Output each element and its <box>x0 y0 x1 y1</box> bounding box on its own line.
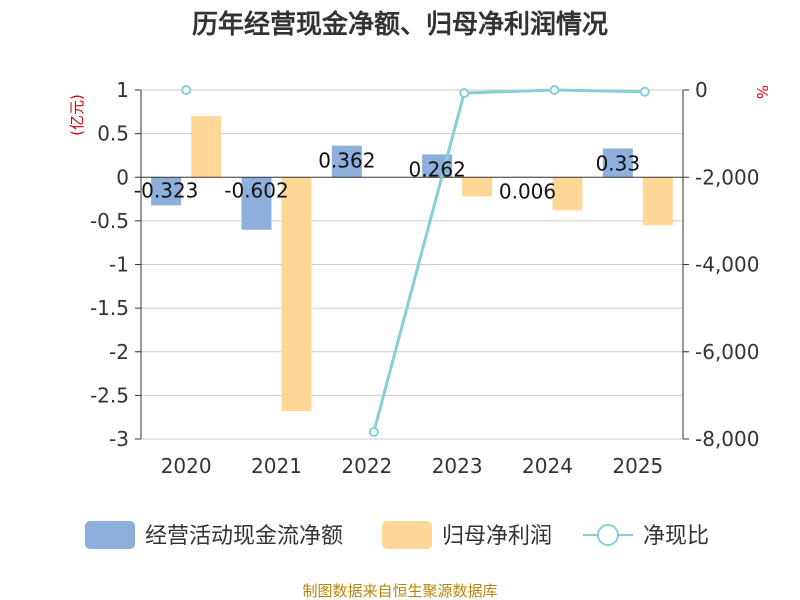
left-axis-unit: (亿元) <box>68 94 86 136</box>
ratio-point-2023 <box>459 88 470 99</box>
x-tick-label-2023: 2023 <box>432 454 483 478</box>
ratio-point-2025 <box>639 86 650 97</box>
gridlines <box>141 89 683 440</box>
ratio-line <box>372 88 645 433</box>
data-label-cashflow-2023: 0.262 <box>409 157 466 181</box>
legend-swatch-profit <box>382 521 432 549</box>
bar-cashflow-2025 <box>602 148 633 178</box>
left-tick-label-8: -3 <box>109 427 129 451</box>
ratio-point-2024 <box>549 85 560 95</box>
source-note: 制图数据来自恒生聚源数据库 <box>302 582 497 600</box>
data-label-cashflow-2020: -0.323 <box>134 178 198 202</box>
data-label-cashflow-2024: 0.006 <box>499 180 556 204</box>
data-label-cashflow-2022: 0.362 <box>318 149 375 173</box>
data-label-cashflow-2021: -0.602 <box>224 178 288 202</box>
right-tick-label-4: -8,000 <box>695 427 759 451</box>
left-tick-label-4: -1 <box>109 253 129 277</box>
legend-swatch-cashflow <box>85 521 135 549</box>
bar-cashflow-2020 <box>151 177 182 206</box>
legend-label-ratio: 净现比 <box>643 524 709 549</box>
bar-profit-2024 <box>552 177 583 211</box>
bar-profit-2020 <box>191 116 222 178</box>
bar-profit-2023 <box>462 177 493 197</box>
bar-profit-2021 <box>281 177 312 412</box>
data-labels-layer: -0.323 -0.602 0.362 0.262 0.006 0.33 <box>134 149 640 204</box>
left-tick-label-3: -0.5 <box>90 209 129 233</box>
line-layer <box>181 85 650 438</box>
bar-profit-2025 <box>642 177 673 226</box>
legend-marker-ratio <box>597 524 619 546</box>
x-tick-label-2020: 2020 <box>161 454 212 478</box>
left-tick-label-1: 0.5 <box>97 122 129 146</box>
right-tick-label-0: 0 <box>695 78 708 102</box>
right-axis-unit: % <box>753 85 771 99</box>
chart-title: 历年经营现金净额、归母净利润情况 <box>192 9 608 40</box>
left-tick-label-0: 1 <box>116 78 129 102</box>
legend: 经营活动现金流净额 归母净利润 净现比 <box>85 521 709 549</box>
x-tick-label-2024: 2024 <box>522 454 573 478</box>
left-tick-label-7: -2.5 <box>90 383 129 407</box>
x-tick-label-2022: 2022 <box>341 454 392 478</box>
x-tick-label-2021: 2021 <box>251 454 302 478</box>
bars-layer <box>151 116 673 412</box>
ratio-point-2020 <box>181 85 192 95</box>
right-tick-label-1: -2,000 <box>695 165 759 189</box>
right-tick-label-2: -4,000 <box>695 253 759 277</box>
right-tick-label-3: -6,000 <box>695 340 759 364</box>
axes-layer: 1 0.5 0 -0.5 -1 -1.5 -2 -2.5 -3 0 -2,000 -4,000 -6,0… <box>90 78 760 478</box>
legend-label-profit: 归母净利润 <box>442 524 552 549</box>
left-tick-label-6: -2 <box>109 340 129 364</box>
left-tick-label-2: 0 <box>116 165 129 189</box>
bar-cashflow-2022 <box>331 145 362 178</box>
data-label-cashflow-2025: 0.33 <box>596 151 641 175</box>
x-tick-label-2025: 2025 <box>612 454 663 478</box>
left-tick-label-5: -1.5 <box>90 296 129 320</box>
legend-label-cashflow: 经营活动现金流净额 <box>145 524 343 549</box>
bar-cashflow-2021 <box>241 177 272 230</box>
ratio-point-2022 <box>368 427 379 438</box>
